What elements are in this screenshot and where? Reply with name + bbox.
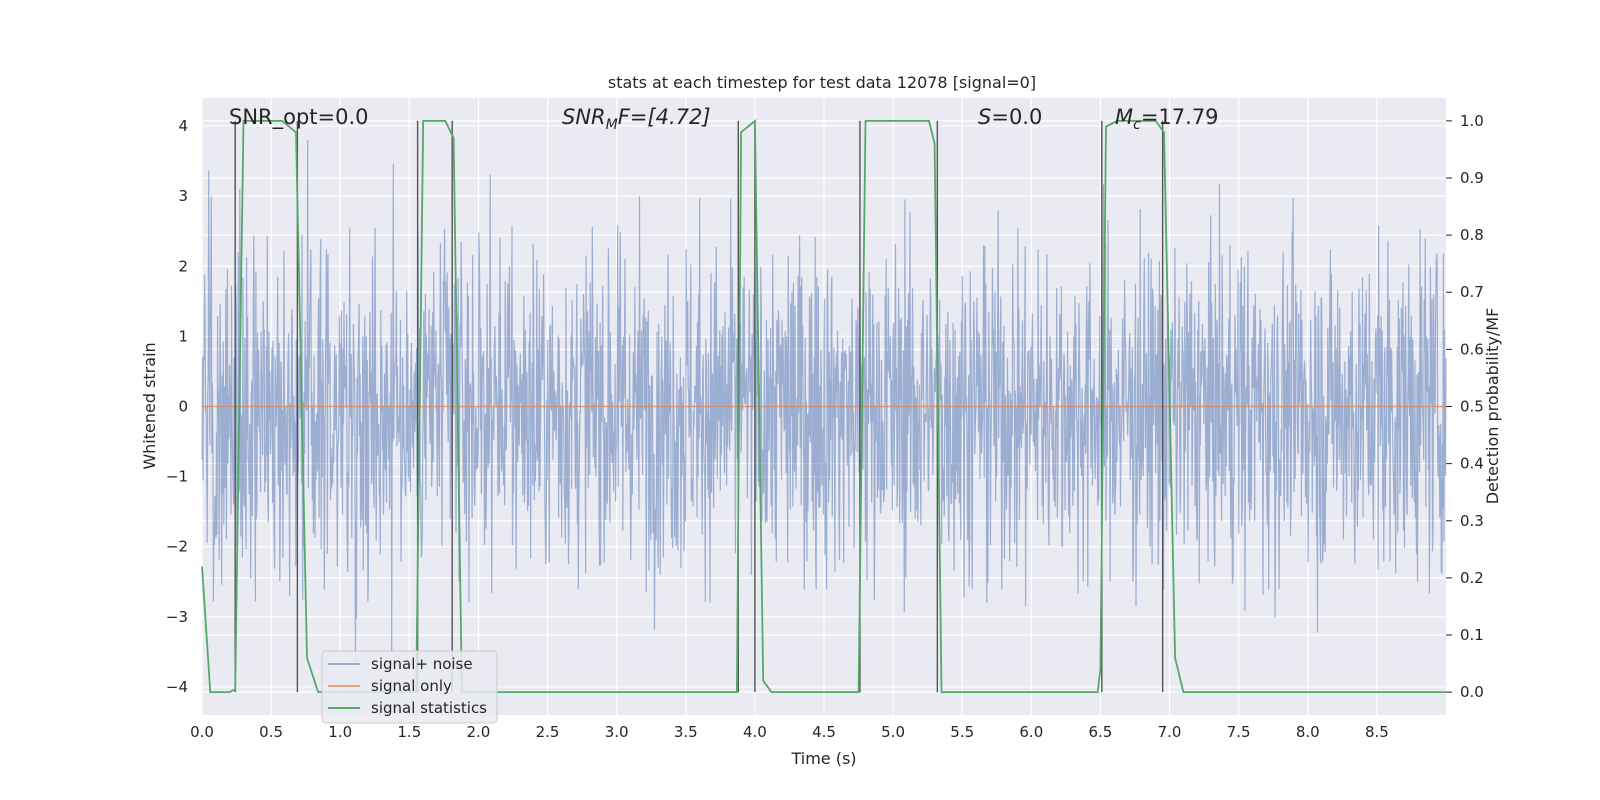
right-y-tick-label: 0.5 <box>1460 398 1484 416</box>
legend-label-noise: signal+ noise <box>371 655 473 673</box>
legend-box <box>321 650 498 724</box>
left-y-tick-labels: 4 3 2 1 0 −1 −2 −3 −4 <box>166 117 188 696</box>
annotation-snr-mf: SNRMF=[4.72] <box>562 105 711 133</box>
x-tick-label: 7.0 <box>1158 723 1182 741</box>
x-tick-label: 7.5 <box>1227 723 1251 741</box>
x-tick-label: 2.0 <box>467 723 491 741</box>
left-y-tick-label: 0 <box>178 398 188 416</box>
left-y-tick-label: −2 <box>166 538 188 556</box>
left-y-tick-label: 1 <box>178 327 188 345</box>
x-tick-label: 4.5 <box>812 723 836 741</box>
x-tick-label: 8.0 <box>1296 723 1320 741</box>
legend: signal+ noise signal only signal statist… <box>321 650 498 724</box>
x-tick-label: 0.5 <box>259 723 283 741</box>
x-tick-label: 8.5 <box>1365 723 1389 741</box>
legend-label-signal: signal only <box>371 677 452 695</box>
x-tick-label: 0.0 <box>190 723 214 741</box>
signal-plus-noise-line <box>201 140 1447 662</box>
x-tick-label: 4.0 <box>743 723 767 741</box>
annotation-s: S=0.0 <box>978 105 1042 129</box>
annotation-snr-opt: SNR_opt=0.0 <box>229 105 369 130</box>
annotation-mc: Mc=17.79 <box>1115 105 1219 133</box>
x-tick-label: 5.0 <box>881 723 905 741</box>
left-y-axis-label: Whitened strain <box>140 342 159 469</box>
left-y-tick-label: 4 <box>178 117 188 135</box>
x-tick-label: 6.5 <box>1089 723 1113 741</box>
vertical-markers <box>234 120 1164 693</box>
right-y-tick-label: 0.8 <box>1460 226 1484 244</box>
x-tick-label: 3.5 <box>674 723 698 741</box>
right-y-tick-label: 0.7 <box>1460 283 1484 301</box>
left-y-tick-label: 2 <box>178 257 188 275</box>
right-y-tick-label: 0.9 <box>1460 169 1484 187</box>
left-y-tick-label: −1 <box>166 468 188 486</box>
right-y-tick-labels: 1.0 0.9 0.8 0.7 0.6 0.5 0.4 0.3 0.2 0.1 0.0 <box>1460 112 1484 701</box>
right-y-tick-label: 0.0 <box>1460 683 1484 701</box>
series-signal-statistics <box>201 119 1446 693</box>
right-y-tick-label: 1.0 <box>1460 112 1484 130</box>
right-y-tick-label: 0.4 <box>1460 455 1484 473</box>
legend-label-stats: signal statistics <box>371 699 487 717</box>
x-tick-label: 3.0 <box>605 723 629 741</box>
x-tick-label: 5.5 <box>950 723 974 741</box>
x-tick-label: 2.5 <box>536 723 560 741</box>
x-tick-label: 6.0 <box>1019 723 1043 741</box>
series-signal-plus-noise <box>201 140 1447 662</box>
left-y-tick-label: 3 <box>178 187 188 205</box>
left-y-tick-label: −3 <box>166 608 188 626</box>
x-tick-labels: 0.0 0.5 1.0 1.5 2.0 2.5 3.0 3.5 4.0 4.5 5.0 5.5 6.0 6… <box>190 723 1389 741</box>
right-y-axis-label: Detection probability/MF <box>1483 308 1502 505</box>
chart-title: stats at each timestep for test data 120… <box>608 73 1036 92</box>
right-y-tick-label: 0.1 <box>1460 626 1484 644</box>
left-y-tick-label: −4 <box>166 678 188 696</box>
right-y-tick-label: 0.2 <box>1460 569 1484 587</box>
x-tick-label: 1.0 <box>328 723 352 741</box>
right-y-tick-label: 0.3 <box>1460 512 1484 530</box>
x-tick-label: 1.5 <box>397 723 421 741</box>
right-y-tick-label: 0.6 <box>1460 340 1484 358</box>
signal-statistics-line <box>201 119 1446 693</box>
x-axis-label: Time (s) <box>790 749 856 768</box>
